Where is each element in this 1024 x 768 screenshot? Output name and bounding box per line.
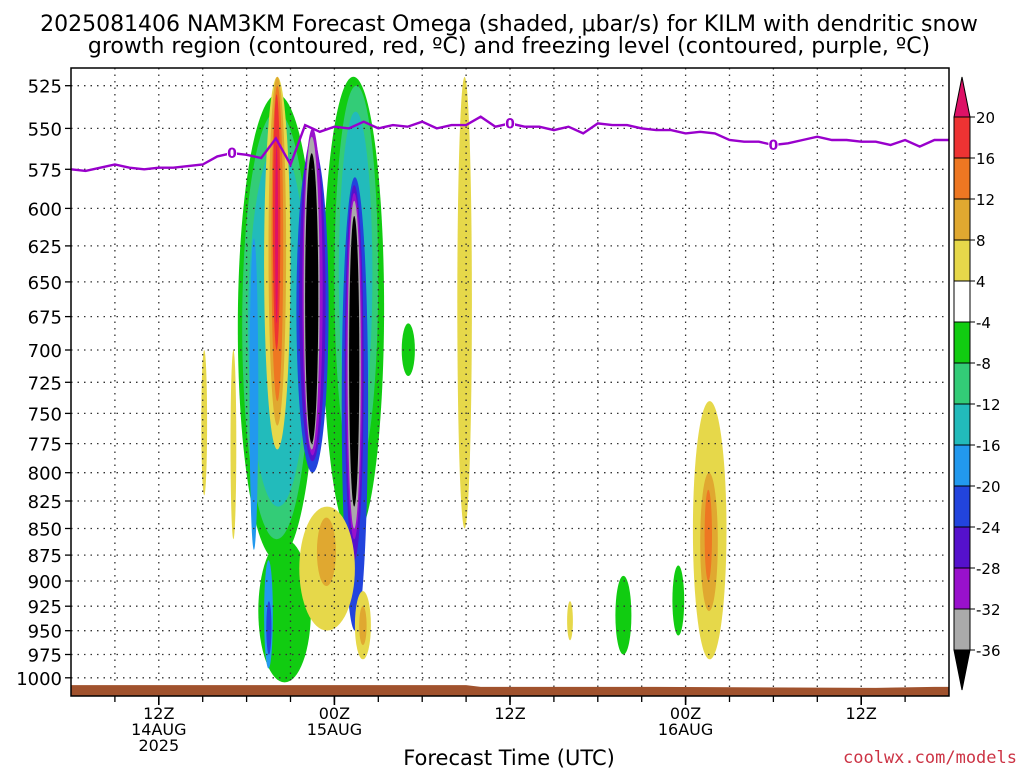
colorbar-label-6: -8 [976, 355, 991, 373]
y-tick-label-875: 875 [28, 546, 62, 567]
y-tick-label-575: 575 [28, 160, 62, 181]
y-tick-label-925: 925 [28, 597, 62, 618]
terrain [71, 685, 949, 696]
omega-region-29 [567, 601, 573, 641]
y-tick-label-825: 825 [28, 492, 62, 513]
colorbar: 20 16 12 8 4 -4 -8 -12 -16 -20 -24 -28 -32 -36 [953, 76, 1001, 691]
x-tick-label-1-1: 15AUG [307, 720, 362, 739]
title-line-2: growth region (contoured, red, ºC) and f… [88, 34, 930, 59]
x-tick-label-4-0: 12Z [846, 704, 877, 723]
colorbar-label-4: 4 [976, 273, 986, 291]
colorbar-band-3 [953, 198, 971, 241]
colorbar-band-8 [953, 403, 971, 446]
watermark: coolwx.com/models [843, 748, 1017, 768]
colorbar-band-1 [953, 116, 971, 159]
y-axis: 525 550 575 600 625 650 675 700 725 750 775 800 825 8… [16, 77, 71, 690]
freezing-label-bg-2 [768, 137, 779, 153]
omega-region-3 [401, 323, 415, 377]
omega-region-25 [230, 350, 237, 540]
y-tick-label-900: 900 [28, 572, 62, 593]
colorbar-band-12 [953, 567, 971, 610]
omega-region-4 [615, 575, 632, 655]
x-tick-label-0-0: 12Z [143, 704, 174, 723]
y-tick-label-1000: 1000 [16, 669, 62, 690]
y-tick-label-725: 725 [28, 373, 62, 394]
grid-lines [71, 68, 949, 696]
omega-region-24 [201, 350, 208, 496]
colorbar-label-9: -20 [976, 478, 1001, 496]
y-tick-label-975: 975 [28, 646, 62, 667]
colorbar-label-8: -16 [976, 437, 1001, 455]
colorbar-band-7 [953, 362, 971, 405]
plot-area: 0 0 0 [70, 67, 950, 697]
colorbar-label-12: -32 [976, 601, 1001, 619]
omega-region-21 [305, 153, 319, 444]
y-tick-label-950: 950 [28, 622, 62, 643]
freezing-level-label-1: 0 [505, 116, 515, 132]
y-tick-label-675: 675 [28, 308, 62, 329]
terrain-fill [71, 685, 949, 696]
colorbar-band-13 [953, 608, 971, 651]
colorbar-label-1: 16 [976, 150, 995, 168]
omega-region-32 [316, 517, 336, 586]
colorbar-band-4 [953, 239, 971, 282]
y-tick-label-775: 775 [28, 435, 62, 456]
y-tick-label-650: 650 [28, 273, 62, 294]
x-tick-label-1-0: 00Z [319, 704, 350, 723]
colorbar-label-10: -24 [976, 519, 1001, 537]
colorbar-label-3: 8 [976, 232, 986, 250]
colorbar-band-11 [953, 526, 971, 569]
colorbar-label-7: -12 [976, 396, 1001, 414]
freezing-level-label-2: 0 [769, 138, 779, 154]
freezing-level-label-0: 0 [227, 146, 237, 162]
omega-region-36 [704, 489, 712, 581]
y-tick-label-600: 600 [28, 199, 62, 220]
colorbar-label-11: -28 [976, 560, 1001, 578]
colorbar-label-2: 12 [976, 191, 995, 209]
omega-region-12 [266, 601, 272, 655]
y-tick-label-525: 525 [28, 77, 62, 98]
freezing-label-bg-0 [227, 145, 237, 162]
x-tick-label-0-1: 14AUG [131, 720, 186, 739]
y-tick-label-850: 850 [28, 520, 62, 541]
omega-region-10 [249, 238, 259, 550]
omega-shading [201, 76, 727, 683]
y-tick-label-550: 550 [28, 119, 62, 140]
y-tick-label-625: 625 [28, 237, 62, 258]
x-tick-label-0-2: 2025 [138, 736, 179, 755]
freezing-label-bg-1 [505, 115, 515, 132]
freezing-level-contour: 0 0 0 [71, 115, 949, 173]
x-tick-label-2-0: 12Z [494, 704, 525, 723]
x-tick-label-3-0: 00Z [670, 704, 701, 723]
colorbar-band-2 [953, 157, 971, 200]
y-tick-label-750: 750 [28, 404, 62, 425]
colorbar-band-9 [953, 444, 971, 487]
y-tick-label-800: 800 [28, 464, 62, 485]
omega-region-28 [457, 76, 472, 529]
colorbar-label-0: 20 [976, 109, 995, 127]
colorbar-label-13: -36 [976, 642, 1001, 660]
x-axis-label: Forecast Time (UTC) [403, 746, 615, 768]
colorbar-label-5: -4 [976, 314, 991, 332]
y-tick-label-700: 700 [28, 341, 62, 362]
omega-region-33 [359, 606, 367, 646]
omega-region-22 [349, 215, 360, 507]
colorbar-band-10 [953, 485, 971, 528]
colorbar-band-14 [953, 649, 971, 691]
colorbar-band-6 [953, 321, 971, 364]
title-line-1: 2025081406 NAM3KM Forecast Omega (shaded… [40, 12, 978, 37]
colorbar-band-0 [953, 76, 971, 118]
omega-region-38 [275, 145, 279, 324]
omega-region-5 [672, 565, 685, 636]
x-tick-label-3-1: 16AUG [658, 720, 713, 739]
colorbar-band-5 [953, 280, 971, 323]
